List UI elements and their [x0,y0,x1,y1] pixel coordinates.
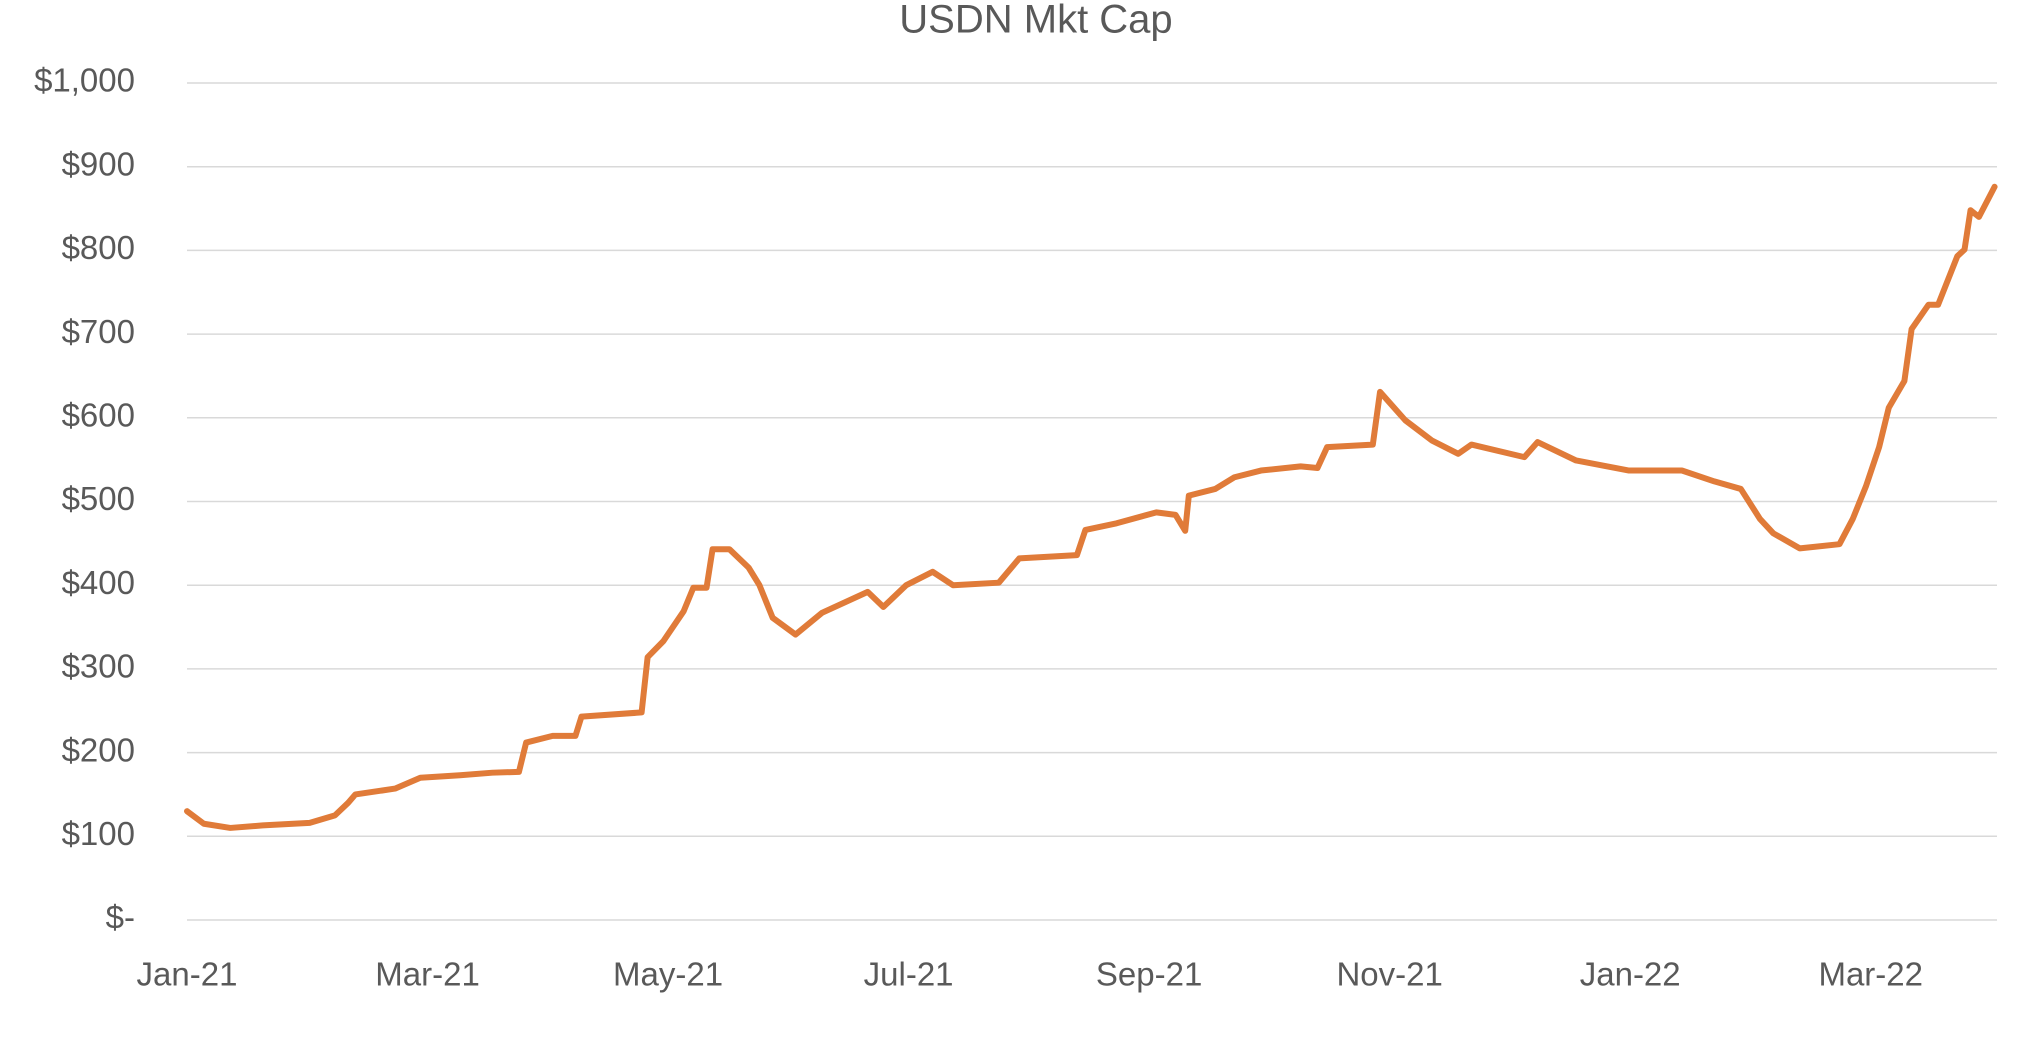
y-tick-label: $300 [62,648,135,685]
x-tick-label: Nov-21 [1336,956,1442,993]
x-tick-label: May-21 [613,956,723,993]
y-tick-label: $800 [62,229,135,266]
y-tick-label: $100 [62,815,135,852]
y-tick-label: $200 [62,731,135,768]
y-tick-label: $900 [62,145,135,182]
y-tick-label: $- [106,899,135,936]
chart-title: USDN Mkt Cap [899,0,1172,42]
y-tick-label: $500 [62,480,135,517]
y-tick-label: $400 [62,564,135,601]
x-tick-label: Mar-21 [375,956,480,993]
y-tick-label: $700 [62,313,135,350]
y-tick-label: $1,000 [34,62,135,99]
x-tick-label: Jan-22 [1580,956,1681,993]
x-tick-label: Jul-21 [864,956,954,993]
series-line [184,183,1998,831]
y-tick-label: $600 [62,397,135,434]
x-tick-label: Mar-22 [1818,956,1923,993]
x-tick-label: Sep-21 [1096,956,1202,993]
x-tick-label: Jan-21 [137,956,238,993]
